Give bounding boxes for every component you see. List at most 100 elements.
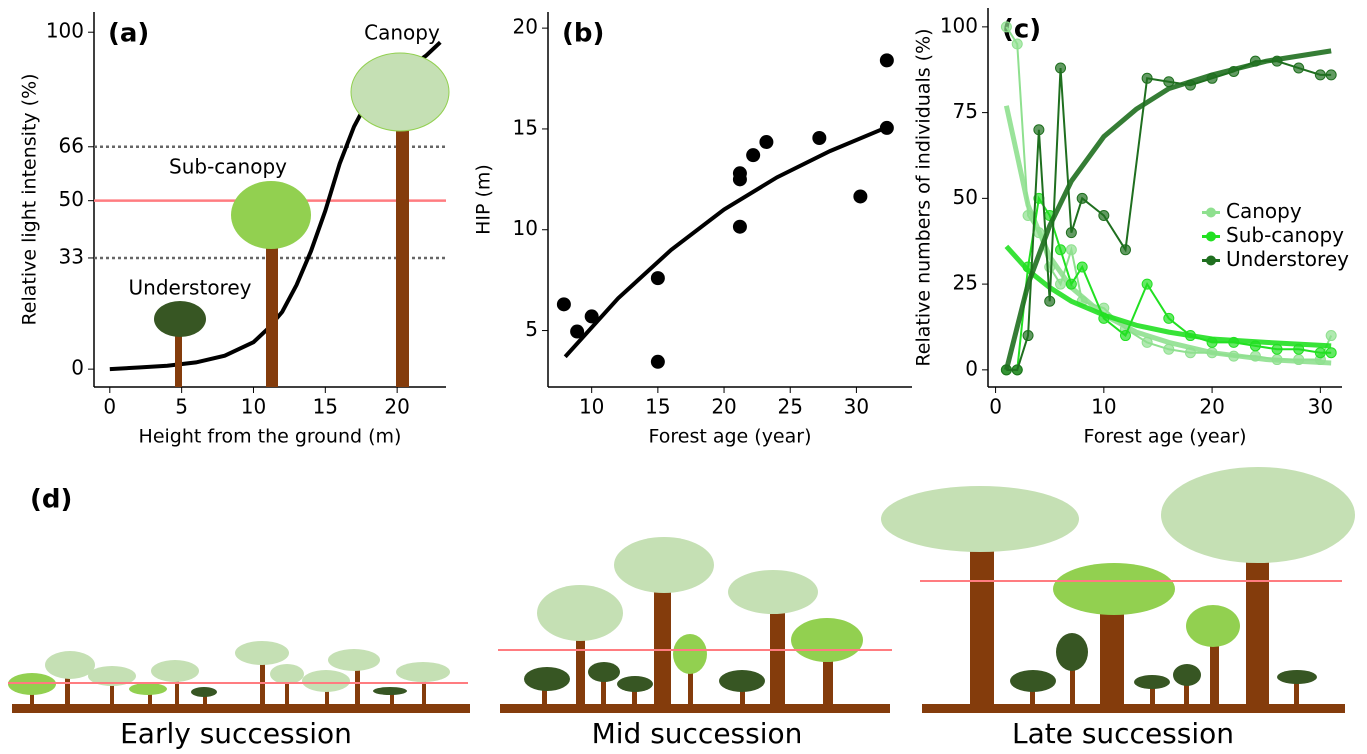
figure: (d) Early succession Mid succession Lat xyxy=(0,0,1367,750)
x-tick-label: 5 xyxy=(175,395,188,419)
data-point xyxy=(1142,337,1152,347)
y-tick-label: 100 xyxy=(46,19,84,43)
y-tick-label: 0 xyxy=(965,356,978,380)
data-point xyxy=(1034,125,1044,135)
data-point xyxy=(1250,56,1260,66)
fit-curve xyxy=(565,129,883,357)
data-point xyxy=(1077,262,1087,272)
y-tick-label: 20 xyxy=(513,15,538,39)
legend-label: Canopy xyxy=(1226,199,1302,223)
annotation: Sub-canopy xyxy=(169,155,287,179)
mid-panel xyxy=(498,537,892,713)
data-point xyxy=(1207,73,1217,83)
data-point xyxy=(1272,355,1282,365)
x-tick-label: 30 xyxy=(844,395,869,419)
data-point xyxy=(1120,245,1130,255)
x-tick-label: 10 xyxy=(1091,395,1116,419)
data-point xyxy=(1023,211,1033,221)
annotation: Canopy xyxy=(364,21,440,45)
x-tick-label: 10 xyxy=(241,395,266,419)
y-tick-label: 33 xyxy=(59,244,84,268)
tree-illustration xyxy=(154,53,449,387)
data-point xyxy=(1326,331,1336,341)
y-axis-label: Relative numbers of individuals (%) xyxy=(913,28,935,366)
data-point xyxy=(1250,341,1260,351)
data-point xyxy=(1066,228,1076,238)
data-point xyxy=(1066,245,1076,255)
data-point xyxy=(1164,344,1174,354)
crown xyxy=(154,301,206,337)
late-panel xyxy=(881,467,1355,713)
data-point xyxy=(1272,344,1282,354)
x-axis-label: Forest age (year) xyxy=(649,426,812,448)
data-point xyxy=(1066,279,1076,289)
data-point xyxy=(746,148,760,162)
data-point xyxy=(1315,348,1325,358)
data-point xyxy=(733,172,747,186)
data-point xyxy=(1229,337,1239,347)
trunk xyxy=(266,240,278,387)
data-point xyxy=(880,121,894,135)
y-axis-label: Relative light intensity (%) xyxy=(19,73,41,325)
data-point xyxy=(1207,337,1217,347)
page: (d) Early succession Mid succession Lat xyxy=(0,0,1367,750)
panel-title: (b) xyxy=(562,19,604,49)
panel-title: (a) xyxy=(108,19,149,49)
legend-swatch xyxy=(1206,256,1216,266)
data-point xyxy=(880,53,894,67)
x-tick-label: 20 xyxy=(1199,395,1224,419)
data-point xyxy=(1142,279,1152,289)
x-tick-label: 0 xyxy=(989,395,1002,419)
data-point xyxy=(1045,262,1055,272)
y-tick-label: 50 xyxy=(953,185,978,209)
data-point xyxy=(570,325,584,339)
data-point xyxy=(1326,70,1336,80)
x-tick-label: 20 xyxy=(384,395,409,419)
data-point xyxy=(1207,348,1217,358)
panel-caption: Early succession xyxy=(120,717,352,750)
data-point xyxy=(1164,313,1174,323)
legend-swatch xyxy=(1206,208,1216,218)
data-point xyxy=(651,355,665,369)
data-point xyxy=(1185,348,1195,358)
data-point xyxy=(1185,80,1195,90)
annotation: Understorey xyxy=(129,276,252,300)
y-tick-label: 10 xyxy=(513,216,538,240)
data-point xyxy=(1272,56,1282,66)
data-point xyxy=(1142,73,1152,83)
x-tick-label: 25 xyxy=(777,395,802,419)
data-point xyxy=(812,131,826,145)
data-point xyxy=(1294,355,1304,365)
y-tick-label: 5 xyxy=(525,317,538,341)
data-point xyxy=(1099,313,1109,323)
x-tick-label: 15 xyxy=(313,395,338,419)
panel-caption: Mid succession xyxy=(592,717,803,750)
data-point xyxy=(1077,193,1087,203)
crown xyxy=(351,53,449,131)
y-tick-label: 50 xyxy=(59,187,84,211)
data-point xyxy=(1056,279,1066,289)
data-point xyxy=(1023,331,1033,341)
data-point xyxy=(1099,211,1109,221)
legend-label: Understorey xyxy=(1226,247,1349,271)
y-tick-label: 75 xyxy=(953,99,978,123)
x-tick-label: 15 xyxy=(645,395,670,419)
succession-diagram: (d) Early succession Mid succession Lat xyxy=(8,467,1355,750)
legend-label: Sub-canopy xyxy=(1226,223,1344,247)
data-point xyxy=(1294,63,1304,73)
x-tick-label: 10 xyxy=(579,395,604,419)
panel-label: (d) xyxy=(30,485,72,515)
data-point xyxy=(1001,365,1011,375)
data-point xyxy=(1185,331,1195,341)
trunk xyxy=(175,330,182,387)
data-point xyxy=(1229,351,1239,361)
crown xyxy=(231,181,311,249)
data-point xyxy=(585,309,599,323)
data-point xyxy=(1250,351,1260,361)
data-point xyxy=(1326,348,1336,358)
data-point xyxy=(733,220,747,234)
data-point xyxy=(1012,365,1022,375)
data-point xyxy=(1294,344,1304,354)
trunk xyxy=(396,120,409,387)
y-tick-label: 66 xyxy=(59,133,84,157)
